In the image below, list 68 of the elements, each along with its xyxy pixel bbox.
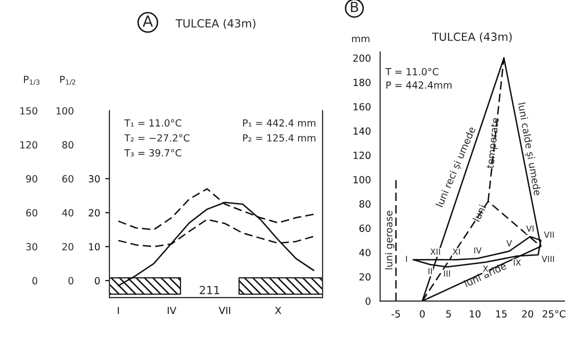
y-tick-label: 180 xyxy=(354,78,370,86)
y2-tick-label: 0 xyxy=(68,277,74,284)
x-tick-label: IV xyxy=(168,306,176,314)
annotation: VIII xyxy=(542,256,554,262)
x-tick-label: VII xyxy=(218,306,230,314)
x-tick-label: 20 xyxy=(522,310,534,318)
y-tick-label: 0 xyxy=(94,277,100,284)
annotation: V xyxy=(506,240,512,246)
y2-tick-label: 80 xyxy=(62,141,74,149)
y3-tick-label: 0 xyxy=(32,277,38,284)
annotation: VI xyxy=(526,226,534,232)
annotation: P = 442.4mm xyxy=(386,81,452,89)
x-tick-label: X xyxy=(275,306,282,314)
annotation: VII xyxy=(544,232,554,238)
y-tick-label: 20 xyxy=(88,209,100,216)
y3-tick-label: 150 xyxy=(20,107,38,115)
y-tick-label: 0 xyxy=(366,298,370,305)
y-tick-label: 120 xyxy=(354,152,370,160)
y3-tick-label: 120 xyxy=(20,141,38,149)
y3-tick-label: 60 xyxy=(26,209,38,216)
y3-tick-label: 90 xyxy=(26,175,38,182)
y-tick-label: 80 xyxy=(359,200,370,208)
chart-subtitle: A xyxy=(142,16,153,27)
y-tick-label: 30 xyxy=(88,175,100,182)
annotation: II xyxy=(428,268,432,274)
annotation: T₁ = 11.0°C xyxy=(124,119,182,127)
y-tick-label: 200 xyxy=(353,54,370,62)
y-tick-label: 160 xyxy=(354,103,370,110)
y-tick-label: 60 xyxy=(359,224,370,232)
y-tick-label: 20 xyxy=(359,273,370,281)
annotation: T₃ = 39.7°C xyxy=(124,149,182,157)
y-axis-title: mm xyxy=(352,36,370,42)
x-tick-label: 5 xyxy=(446,310,451,318)
annotation: XII xyxy=(430,248,440,255)
x-tick-label: -5 xyxy=(392,310,400,318)
annotation: XI xyxy=(452,248,460,255)
y3-axis-title: P$_{1/3}$ xyxy=(24,76,40,86)
annotation: temperate xyxy=(486,118,501,169)
annotation: III xyxy=(444,270,450,277)
y2-tick-label: 40 xyxy=(62,209,74,216)
y2-tick-label: 60 xyxy=(62,175,74,182)
y-tick-label: 140 xyxy=(354,127,370,135)
annotation: luni xyxy=(472,204,486,222)
annotation: I xyxy=(406,256,407,262)
annotation: luni geroase xyxy=(384,210,394,270)
chart-subtitle: B xyxy=(350,2,358,12)
annotation: T = 11.0°C xyxy=(385,68,438,76)
y-tick-label: 10 xyxy=(89,243,100,250)
x-tick-label: 0 xyxy=(420,310,425,318)
annotation: IV xyxy=(474,247,482,254)
y-tick-label: 100 xyxy=(354,176,370,184)
y2-tick-label: 20 xyxy=(62,243,74,250)
annotation: P₁ = 442.4 mm xyxy=(243,119,316,127)
annotation: 211 xyxy=(200,286,220,294)
annotation: IX xyxy=(514,260,521,266)
x-tick-label: 15 xyxy=(496,310,507,318)
chart-title: TULCEA (43m) xyxy=(432,32,512,42)
annotation: T₂ = −27.2°C xyxy=(124,134,190,142)
x-tick-label: 10 xyxy=(470,310,480,318)
annotation: luni calde și umede xyxy=(516,102,542,196)
x-tick-label: I xyxy=(118,306,119,314)
y-tick-label: 40 xyxy=(359,248,370,256)
chart-title: TULCEA (43m) xyxy=(176,18,256,29)
y3-tick-label: 30 xyxy=(26,243,38,250)
y2-axis-title: P$_{1/2}$ xyxy=(60,76,76,86)
y2-tick-label: 100 xyxy=(56,107,74,115)
x-tick-label: 25°C xyxy=(542,310,566,318)
annotation: P₂ = 125.4 mm xyxy=(243,134,316,142)
